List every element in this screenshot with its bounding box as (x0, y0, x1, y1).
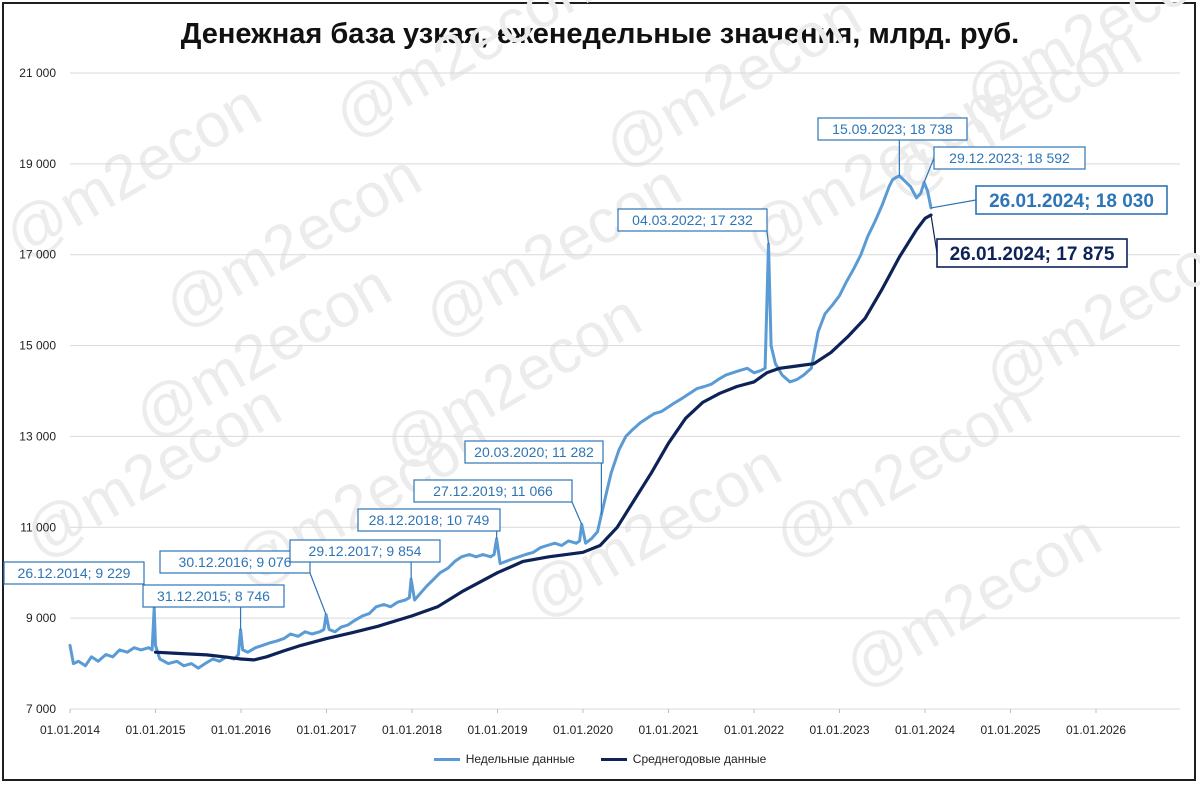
annotation-leader (923, 157, 935, 183)
x-tick-label: 01.01.2020 (553, 723, 613, 737)
y-tick-label: 9 000 (26, 611, 56, 625)
legend-item-annual: Среднегодовые данные (600, 752, 767, 766)
y-tick-label: 7 000 (26, 702, 56, 716)
x-tick-label: 01.01.2019 (467, 723, 527, 737)
annotation-box (142, 584, 285, 608)
annotation-leader (571, 501, 583, 525)
watermark-text: @m2econ (323, 0, 603, 152)
y-tick-label: 11 000 (20, 520, 56, 534)
x-tick-label: 01.01.2025 (980, 723, 1040, 737)
annotation-leader (309, 572, 327, 615)
y-tick-label: 19 000 (19, 157, 56, 171)
y-tick-label: 13 000 (19, 429, 56, 443)
x-tick-label: 01.01.2022 (724, 723, 784, 737)
annotation-label: 26.12.2014; 9 229 (18, 565, 131, 581)
annotation-leader (766, 230, 770, 245)
annotation-box (975, 185, 1168, 215)
annotation-label: 15.09.2023; 18 738 (832, 121, 953, 137)
annotation-box (464, 440, 604, 464)
legend-item-weekly: Недельные данные (433, 752, 575, 766)
annotation-label: 28.12.2018; 10 749 (369, 512, 490, 528)
annotation-leader (930, 199, 977, 209)
annotation-label: 29.12.2023; 18 592 (949, 150, 1070, 166)
legend-label-annual: Среднегодовые данные (632, 752, 767, 766)
y-tick-label: 17 000 (19, 248, 56, 262)
x-tick-label: 01.01.2021 (638, 723, 698, 737)
series-line-weekly (68, 174, 933, 670)
x-tick-label: 01.01.2014 (40, 723, 100, 737)
annotation-label: 26.01.2024; 18 030 (989, 191, 1154, 212)
x-tick-label: 01.01.2023 (809, 723, 869, 737)
annotation-label: 26.01.2024; 17 875 (950, 244, 1115, 265)
x-tick-label: 01.01.2026 (1066, 723, 1126, 737)
annotation-box (289, 539, 441, 563)
annotation-label: 29.12.2017; 9 854 (309, 543, 422, 559)
x-tick-label: 01.01.2018 (382, 723, 442, 737)
annotation-box (3, 561, 145, 585)
x-tick-label: 01.01.2024 (895, 723, 955, 737)
annotation-leader (930, 214, 938, 254)
annotation-box (936, 238, 1128, 268)
watermark-text: @m2econ (833, 501, 1113, 703)
y-tick-label: 21 000 (19, 66, 56, 80)
annotation-label: 27.12.2019; 11 066 (433, 483, 553, 499)
annotation-label: 30.12.2016; 9 076 (179, 554, 292, 570)
legend-swatch-weekly (433, 757, 460, 761)
annotation-box (817, 117, 968, 141)
chart-legend: Недельные данные Среднегодовые данные (0, 752, 1200, 766)
y-tick-label: 15 000 (19, 339, 56, 353)
x-tick-label: 01.01.2016 (211, 723, 271, 737)
x-tick-label: 01.01.2015 (125, 723, 185, 737)
annotation-box (933, 146, 1086, 170)
annotation-label: 20.03.2020; 11 282 (474, 444, 594, 460)
annotation-label: 31.12.2015; 8 746 (157, 588, 270, 604)
legend-swatch-annual (600, 757, 627, 761)
series-line-annual (153, 213, 933, 662)
legend-label-weekly: Недельные данные (465, 752, 575, 766)
annotation-box (413, 479, 573, 503)
chart-title: Денежная база узкая, еженедельные значен… (180, 18, 1020, 50)
x-tick-label: 01.01.2017 (296, 723, 356, 737)
annotation-label: 04.03.2022; 17 232 (632, 212, 753, 228)
annotation-box (357, 508, 501, 532)
annotation-box (617, 208, 768, 232)
